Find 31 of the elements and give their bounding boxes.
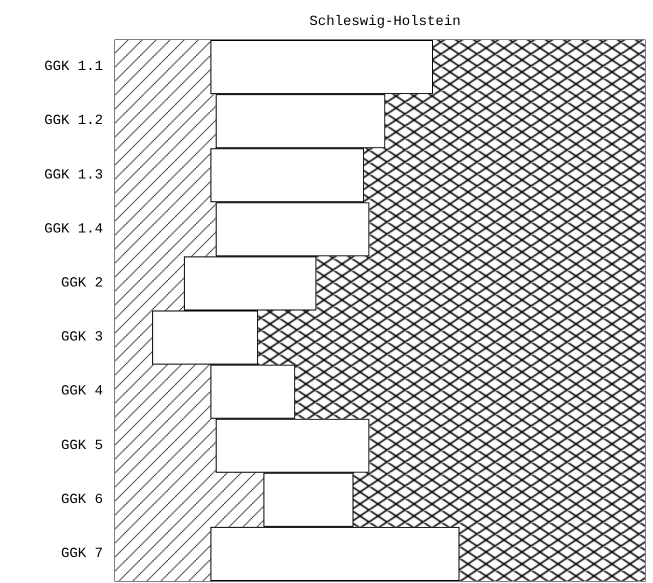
y-tick-label: GGK 3 (60, 330, 103, 346)
y-tick-label: GGK 6 (60, 492, 103, 508)
bar (385, 94, 645, 148)
bar (369, 202, 645, 256)
bar (115, 418, 216, 473)
bar (295, 364, 645, 419)
y-tick-label: GGK 4 (60, 384, 103, 400)
y-tick-label: GGK 1.4 (44, 221, 103, 238)
bar (115, 40, 210, 94)
y-tick-label: GGK 2 (60, 275, 103, 292)
y-tick-label: GGK 7 (60, 546, 103, 562)
bar (115, 310, 152, 365)
bar (316, 256, 645, 310)
chart-title: Schleswig-Holstein (309, 14, 461, 30)
y-tick-label: GGK 1.1 (44, 59, 103, 76)
bar (115, 364, 210, 419)
y-tick-label: GGK 5 (60, 438, 103, 454)
y-tick-label: GGK 1.3 (44, 167, 103, 184)
bar (433, 40, 645, 94)
bar (115, 148, 210, 202)
bar (115, 94, 216, 148)
bar (364, 148, 645, 202)
bar (354, 472, 645, 527)
bar (115, 472, 264, 527)
y-tick-label: GGK 1.2 (44, 113, 103, 130)
bar (115, 202, 216, 256)
bar (115, 526, 210, 581)
bar (369, 418, 645, 473)
bar (460, 526, 645, 581)
bar (258, 310, 645, 365)
bar (115, 256, 184, 310)
